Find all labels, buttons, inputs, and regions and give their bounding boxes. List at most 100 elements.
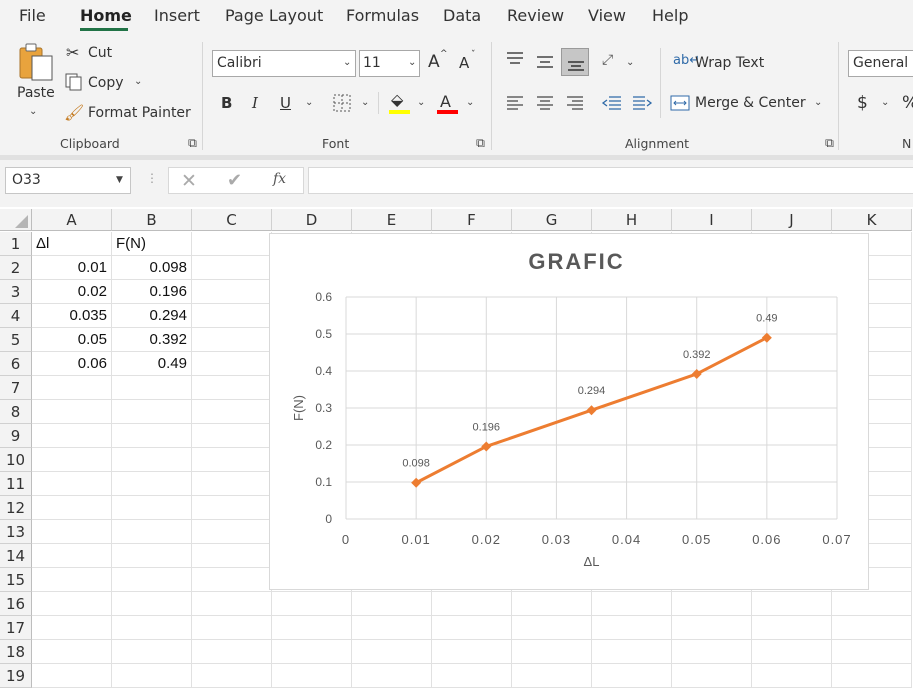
chart[interactable]: GRAFIC 0 0.1 0.2 0.3 0.4 0.5 0.6 0 0.01 0.02 0.03 0.… (269, 233, 869, 590)
cell-c5[interactable] (192, 328, 272, 352)
cell-g18[interactable] (512, 640, 592, 664)
cell-a16[interactable] (32, 592, 112, 616)
column-header-j[interactable]: J (752, 209, 832, 231)
cell-a17[interactable] (32, 616, 112, 640)
font-color-chevron-icon[interactable]: ⌄ (466, 97, 475, 108)
cell-b12[interactable] (112, 496, 192, 520)
cell-d18[interactable] (272, 640, 352, 664)
currency-button[interactable]: $ (857, 93, 868, 113)
enter-icon[interactable]: ✔ (227, 170, 243, 191)
cell-f17[interactable] (432, 616, 512, 640)
column-header-b[interactable]: B (112, 209, 192, 231)
cancel-icon[interactable]: ✕ (181, 170, 197, 192)
cell-b14[interactable] (112, 544, 192, 568)
cell-k10[interactable] (832, 448, 912, 472)
font-launcher-icon[interactable]: ⧉ (476, 135, 485, 150)
cell-k3[interactable] (832, 280, 912, 304)
align-bottom-button[interactable] (561, 48, 589, 76)
column-header-e[interactable]: E (352, 209, 432, 231)
align-right-icon[interactable] (565, 94, 585, 112)
cell-g16[interactable] (512, 592, 592, 616)
data-point[interactable] (761, 332, 772, 343)
currency-chevron-icon[interactable]: ⌄ (881, 97, 890, 108)
row-header-18[interactable]: 18 (0, 640, 32, 664)
number-format-dropdown[interactable]: General (848, 50, 913, 77)
cell-c8[interactable] (192, 400, 272, 424)
row-header-16[interactable]: 16 (0, 592, 32, 616)
column-header-i[interactable]: I (672, 209, 752, 231)
row-header-19[interactable]: 19 (0, 664, 32, 688)
cell-e19[interactable] (352, 664, 432, 688)
column-header-g[interactable]: G (512, 209, 592, 231)
cell-b19[interactable] (112, 664, 192, 688)
cell-b10[interactable] (112, 448, 192, 472)
cell-h17[interactable] (592, 616, 672, 640)
cell-j18[interactable] (752, 640, 832, 664)
cell-k14[interactable] (832, 544, 912, 568)
cell-b11[interactable] (112, 472, 192, 496)
cell-k4[interactable] (832, 304, 912, 328)
cell-d19[interactable] (272, 664, 352, 688)
cell-c9[interactable] (192, 424, 272, 448)
data-point[interactable] (586, 405, 597, 416)
cell-c11[interactable] (192, 472, 272, 496)
tab-insert[interactable]: Insert (154, 6, 200, 25)
row-header-4[interactable]: 4 (0, 304, 32, 328)
cell-e18[interactable] (352, 640, 432, 664)
cell-c2[interactable] (192, 256, 272, 280)
tab-home[interactable]: Home (80, 6, 132, 25)
cell-d17[interactable] (272, 616, 352, 640)
column-header-h[interactable]: H (592, 209, 672, 231)
cell-e17[interactable] (352, 616, 432, 640)
cell-c13[interactable] (192, 520, 272, 544)
cell-h19[interactable] (592, 664, 672, 688)
tab-file[interactable]: File (19, 6, 46, 25)
cell-k12[interactable] (832, 496, 912, 520)
copy-chevron-icon[interactable]: ⌄ (134, 76, 143, 87)
cell-a10[interactable] (32, 448, 112, 472)
cell-d16[interactable] (272, 592, 352, 616)
row-header-9[interactable]: 9 (0, 424, 32, 448)
alignment-launcher-icon[interactable]: ⧉ (825, 135, 834, 150)
cell-i18[interactable] (672, 640, 752, 664)
column-header-a[interactable]: A (32, 209, 112, 231)
more-options-icon[interactable]: ⋮ (146, 171, 158, 185)
cell-a6[interactable]: 0.06 (32, 352, 112, 376)
increase-indent-icon[interactable] (631, 94, 653, 112)
merge-chevron-icon[interactable]: ⌄ (814, 97, 823, 108)
cell-b1[interactable]: F(N) (112, 232, 192, 256)
row-header-17[interactable]: 17 (0, 616, 32, 640)
orientation-chevron-icon[interactable]: ⌄ (626, 57, 635, 68)
cell-i19[interactable] (672, 664, 752, 688)
cell-b3[interactable]: 0.196 (112, 280, 192, 304)
cell-k7[interactable] (832, 376, 912, 400)
italic-button[interactable]: I (252, 94, 258, 112)
row-header-15[interactable]: 15 (0, 568, 32, 592)
row-header-10[interactable]: 10 (0, 448, 32, 472)
font-size-dropdown[interactable]: 11 ⌄ (359, 50, 420, 77)
cell-j19[interactable] (752, 664, 832, 688)
tab-review[interactable]: Review (507, 6, 565, 25)
cell-a1[interactable]: Δl (32, 232, 112, 256)
row-header-13[interactable]: 13 (0, 520, 32, 544)
row-header-14[interactable]: 14 (0, 544, 32, 568)
cell-c7[interactable] (192, 376, 272, 400)
select-all-corner[interactable] (0, 209, 32, 231)
cell-b17[interactable] (112, 616, 192, 640)
cell-c15[interactable] (192, 568, 272, 592)
row-header-1[interactable]: 1 (0, 232, 32, 256)
bold-button[interactable]: B (221, 94, 233, 112)
cell-k11[interactable] (832, 472, 912, 496)
tab-formulas[interactable]: Formulas (346, 6, 420, 25)
cell-b7[interactable] (112, 376, 192, 400)
cell-a2[interactable]: 0.01 (32, 256, 112, 280)
cell-h16[interactable] (592, 592, 672, 616)
underline-button[interactable]: U (280, 94, 291, 112)
cell-c16[interactable] (192, 592, 272, 616)
row-header-3[interactable]: 3 (0, 280, 32, 304)
cell-c18[interactable] (192, 640, 272, 664)
row-header-6[interactable]: 6 (0, 352, 32, 376)
row-header-7[interactable]: 7 (0, 376, 32, 400)
tab-help[interactable]: Help (652, 6, 689, 25)
cell-b8[interactable] (112, 400, 192, 424)
